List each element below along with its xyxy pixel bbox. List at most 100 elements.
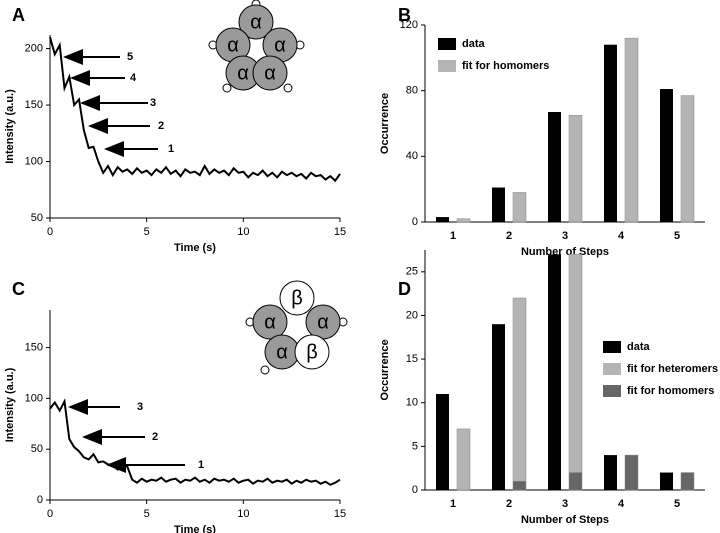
linker-dot: [222, 83, 232, 93]
bar: [680, 95, 695, 223]
x-axis-label: Time (s): [174, 524, 216, 533]
bar: [436, 394, 449, 490]
bar: [660, 89, 673, 223]
y-tick-label: 5: [412, 440, 418, 452]
legend-swatch: [438, 38, 456, 50]
legend-label: fit for homomers: [627, 385, 714, 397]
legend-label: data: [627, 341, 651, 353]
bar: [568, 115, 583, 223]
x-axis-label: Time (s): [174, 242, 216, 254]
subunit-label: α: [250, 11, 262, 33]
subunit: [238, 4, 274, 40]
bar: [456, 428, 471, 491]
subunit-label: α: [264, 311, 276, 333]
bar: [456, 218, 471, 223]
panel-label: C: [12, 279, 25, 299]
bar: [624, 37, 639, 223]
bar: [568, 254, 583, 473]
legend-swatch: [438, 60, 456, 72]
x-tick-label: 5: [674, 230, 680, 242]
y-tick-label: 120: [400, 19, 418, 31]
y-tick-label: 40: [406, 150, 418, 162]
y-tick-label: 0: [37, 494, 43, 506]
x-tick-label: 10: [237, 508, 249, 520]
x-tick-label: 2: [506, 498, 512, 510]
bar: [568, 472, 583, 491]
x-tick-label: 15: [334, 508, 346, 520]
x-tick-label: 5: [144, 508, 150, 520]
step-label: 2: [152, 431, 158, 443]
x-axis-label: Number of Steps: [521, 246, 609, 258]
legend-label: fit for heteromers: [627, 363, 718, 375]
x-tick-label: 3: [562, 498, 568, 510]
y-tick-label: 100: [25, 155, 43, 167]
y-tick-label: 80: [406, 85, 418, 97]
linker-dot: [260, 365, 270, 375]
y-axis-label: Occurrence: [379, 93, 391, 154]
bar: [436, 217, 449, 222]
x-tick-label: 2: [506, 230, 512, 242]
x-tick-label: 0: [47, 226, 53, 238]
subunit-label: β: [306, 341, 318, 363]
panel-label: A: [12, 5, 25, 25]
bar: [660, 472, 673, 490]
y-tick-label: 0: [412, 216, 418, 228]
subunit-label: α: [276, 341, 288, 363]
y-axis-label: Intensity (a.u.): [4, 367, 16, 442]
y-tick-label: 150: [25, 99, 43, 111]
subunit-label: α: [227, 34, 239, 56]
legend-label: data: [462, 38, 486, 50]
bar: [512, 192, 527, 223]
trace: [49, 398, 341, 486]
step-label: 1: [168, 143, 174, 155]
bar: [512, 481, 527, 491]
x-tick-label: 5: [674, 498, 680, 510]
step-label: 2: [158, 120, 164, 132]
subunit: [294, 334, 330, 370]
bar: [680, 472, 695, 491]
subunit-label: α: [274, 34, 286, 56]
x-tick-label: 4: [618, 230, 625, 242]
step-label: 5: [127, 51, 133, 63]
x-axis-label: Number of Steps: [521, 514, 609, 526]
x-tick-label: 3: [562, 230, 568, 242]
step-label: 3: [150, 97, 156, 109]
y-tick-label: 20: [406, 309, 418, 321]
x-tick-label: 4: [618, 498, 625, 510]
legend-swatch: [603, 341, 621, 353]
step-label: 3: [137, 401, 143, 413]
panel-label: B: [398, 5, 411, 25]
x-tick-label: 1: [450, 498, 456, 510]
y-tick-label: 150: [25, 341, 43, 353]
y-tick-label: 10: [406, 397, 418, 409]
y-tick-label: 50: [31, 443, 43, 455]
step-label: 1: [198, 459, 204, 471]
bar: [604, 44, 617, 223]
linker-dot: [283, 83, 293, 93]
legend-swatch: [603, 363, 621, 375]
bar: [512, 297, 527, 482]
y-tick-label: 25: [406, 266, 418, 278]
bar: [492, 187, 505, 222]
y-tick-label: 15: [406, 353, 418, 365]
subunit-label: α: [317, 311, 329, 333]
subunit: [252, 55, 288, 91]
x-tick-label: 1: [450, 230, 456, 242]
bar: [604, 455, 617, 490]
step-label: 4: [130, 72, 137, 84]
subunit-label: α: [264, 62, 276, 84]
y-tick-label: 200: [25, 42, 43, 54]
trace: [49, 37, 341, 183]
subunit: [252, 304, 288, 340]
subunit-label: α: [237, 62, 249, 84]
legend-swatch: [603, 385, 621, 397]
y-axis-label: Occurrence: [379, 339, 391, 400]
y-tick-label: 100: [25, 392, 43, 404]
legend-label: fit for homomers: [462, 60, 549, 72]
y-axis-label: Intensity (a.u.): [4, 89, 16, 164]
x-tick-label: 15: [334, 226, 346, 238]
x-tick-label: 5: [144, 226, 150, 238]
bar: [624, 454, 639, 491]
bar: [548, 112, 561, 222]
